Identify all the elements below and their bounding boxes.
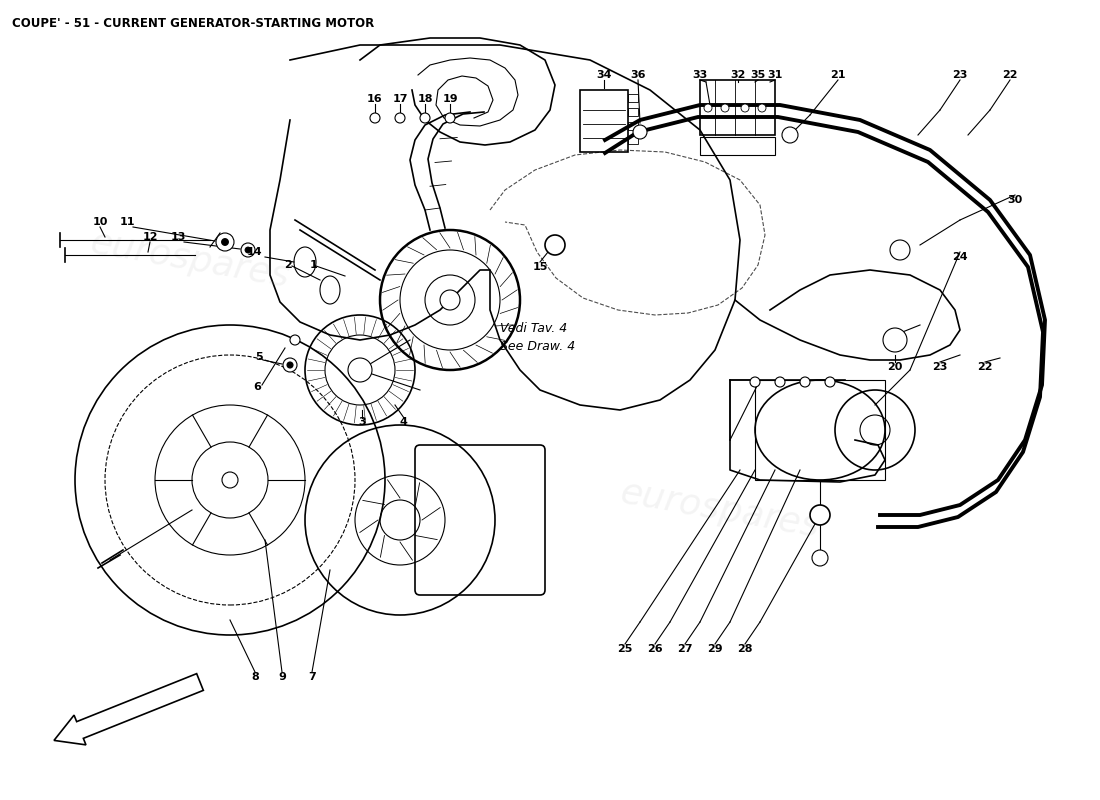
Text: 1: 1 <box>310 260 318 270</box>
Text: 27: 27 <box>678 644 693 654</box>
Circle shape <box>720 104 729 112</box>
Circle shape <box>241 243 255 257</box>
Circle shape <box>758 104 766 112</box>
Text: 18: 18 <box>417 94 432 104</box>
Bar <box>700 80 776 135</box>
Text: 10: 10 <box>92 217 108 227</box>
Circle shape <box>245 247 251 253</box>
Text: 15: 15 <box>532 262 548 272</box>
Circle shape <box>632 125 647 139</box>
Text: 5: 5 <box>255 352 263 362</box>
Circle shape <box>776 377 785 387</box>
Text: 20: 20 <box>888 362 903 372</box>
Text: 26: 26 <box>647 644 663 654</box>
Text: 29: 29 <box>707 644 723 654</box>
Text: 13: 13 <box>170 232 186 242</box>
Circle shape <box>812 550 828 566</box>
Text: 25: 25 <box>617 644 632 654</box>
Text: 16: 16 <box>367 94 383 104</box>
Text: See Draw. 4: See Draw. 4 <box>500 340 575 353</box>
Text: 22: 22 <box>977 362 992 372</box>
Circle shape <box>800 377 810 387</box>
Circle shape <box>810 505 830 525</box>
Circle shape <box>290 335 300 345</box>
FancyArrow shape <box>54 674 204 745</box>
Text: 34: 34 <box>596 70 612 80</box>
Text: Vedi Tav. 4: Vedi Tav. 4 <box>500 322 568 335</box>
Bar <box>628 136 638 144</box>
Text: 8: 8 <box>251 672 258 682</box>
Text: 4: 4 <box>400 417 408 427</box>
Circle shape <box>287 362 293 368</box>
Circle shape <box>395 113 405 123</box>
Text: 11: 11 <box>119 217 134 227</box>
Bar <box>628 94 638 102</box>
Bar <box>580 90 628 152</box>
Circle shape <box>544 235 565 255</box>
Text: 19: 19 <box>442 94 458 104</box>
Circle shape <box>370 113 379 123</box>
Circle shape <box>420 113 430 123</box>
Text: 35: 35 <box>750 70 766 80</box>
Circle shape <box>221 238 229 246</box>
Circle shape <box>704 104 712 112</box>
Text: 31: 31 <box>768 70 783 80</box>
Bar <box>628 108 638 116</box>
Text: 17: 17 <box>393 94 408 104</box>
Circle shape <box>216 233 234 251</box>
Polygon shape <box>730 380 760 440</box>
Text: 3: 3 <box>358 417 365 427</box>
Text: 6: 6 <box>253 382 261 392</box>
Text: 30: 30 <box>1008 195 1023 205</box>
Text: 21: 21 <box>830 70 846 80</box>
Text: 12: 12 <box>142 232 157 242</box>
Text: 22: 22 <box>1002 70 1018 80</box>
Text: COUPE' - 51 - CURRENT GENERATOR-STARTING MOTOR: COUPE' - 51 - CURRENT GENERATOR-STARTING… <box>12 17 374 30</box>
Text: 28: 28 <box>737 644 752 654</box>
Circle shape <box>890 240 910 260</box>
Bar <box>700 137 776 155</box>
Circle shape <box>440 290 460 310</box>
Circle shape <box>283 358 297 372</box>
Text: eurospares: eurospares <box>617 476 823 544</box>
Text: 33: 33 <box>692 70 707 80</box>
Circle shape <box>348 358 372 382</box>
Bar <box>628 122 638 130</box>
Text: 24: 24 <box>953 252 968 262</box>
Circle shape <box>222 472 238 488</box>
Text: 14: 14 <box>248 247 263 257</box>
Bar <box>755 380 886 480</box>
Circle shape <box>883 328 908 352</box>
Text: 32: 32 <box>730 70 746 80</box>
Text: 36: 36 <box>630 70 646 80</box>
Text: 23: 23 <box>933 362 948 372</box>
Circle shape <box>741 104 749 112</box>
Text: 9: 9 <box>278 672 286 682</box>
Text: 23: 23 <box>953 70 968 80</box>
Circle shape <box>750 377 760 387</box>
Text: 7: 7 <box>308 672 316 682</box>
Text: eurospares: eurospares <box>88 226 293 294</box>
Text: 2: 2 <box>284 260 292 270</box>
Circle shape <box>446 113 455 123</box>
Circle shape <box>825 377 835 387</box>
Circle shape <box>782 127 797 143</box>
